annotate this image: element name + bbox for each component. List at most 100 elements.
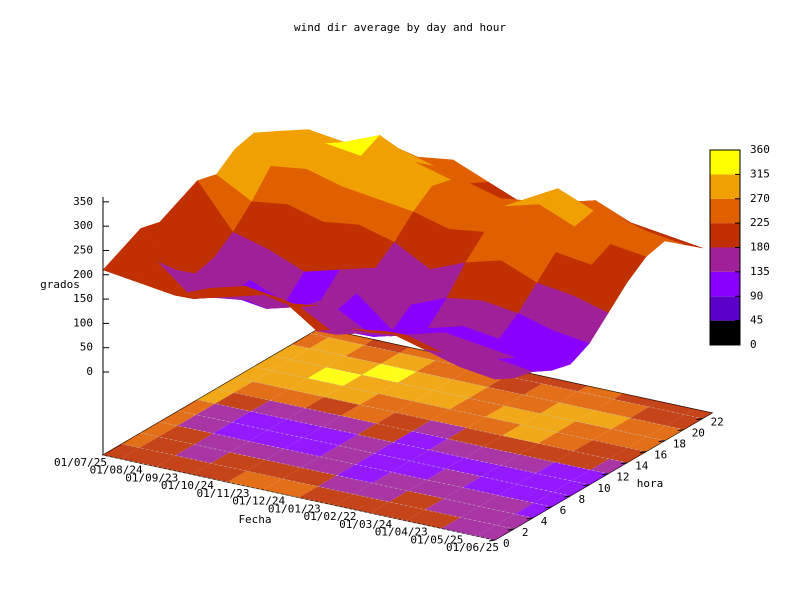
base-cell bbox=[158, 425, 214, 445]
base-cell bbox=[504, 394, 559, 414]
base-cell bbox=[269, 389, 325, 409]
base-cell bbox=[338, 434, 394, 454]
x-axis-label: Fecha bbox=[238, 513, 271, 526]
base-cell bbox=[303, 426, 358, 446]
grid-line bbox=[159, 421, 552, 508]
x-tick-label: 01/10/24 bbox=[161, 479, 214, 492]
base-cell bbox=[376, 412, 432, 432]
x-tick-label: 01/08/24 bbox=[90, 464, 143, 477]
y-tick-label: 22 bbox=[711, 416, 724, 429]
base-cell bbox=[353, 483, 409, 502]
base-cell bbox=[307, 367, 362, 386]
base-cell bbox=[405, 509, 461, 529]
surface-cell bbox=[459, 365, 514, 380]
y-tick-label: 4 bbox=[541, 515, 548, 528]
base-cell bbox=[502, 424, 557, 444]
base-cell bbox=[322, 415, 377, 435]
base-cell bbox=[156, 455, 211, 475]
base-cell bbox=[234, 381, 289, 401]
colorbar-swatch bbox=[710, 271, 740, 297]
colorbar-tick-label: 315 bbox=[750, 167, 770, 180]
colorbar-swatch bbox=[710, 174, 740, 199]
colorbar-swatch bbox=[710, 296, 740, 321]
base-cell bbox=[412, 420, 467, 439]
y-tick-label: 18 bbox=[673, 438, 686, 451]
base-cell bbox=[374, 442, 429, 462]
base-cell bbox=[447, 427, 503, 447]
base-cell bbox=[408, 479, 463, 499]
colorbar-tick-label: 135 bbox=[750, 265, 770, 278]
grid-line bbox=[253, 366, 647, 452]
base-cell bbox=[265, 448, 320, 468]
y-tick-label: 16 bbox=[654, 449, 667, 462]
base-cell bbox=[399, 347, 445, 361]
base-cell bbox=[227, 471, 283, 490]
x-tick-label: 01/11/23 bbox=[197, 487, 250, 500]
y-tick bbox=[639, 451, 647, 454]
base-cell bbox=[628, 436, 665, 452]
x-tick-label: 01/05/25 bbox=[410, 533, 463, 546]
base-cell bbox=[514, 503, 552, 518]
base-cell bbox=[414, 390, 469, 410]
base-cell bbox=[542, 378, 588, 392]
base-cell bbox=[103, 443, 140, 459]
grid-line bbox=[291, 344, 684, 430]
base-cell bbox=[328, 331, 374, 346]
base-cell bbox=[216, 377, 253, 393]
grid-line bbox=[140, 432, 533, 519]
y-tick-label: 8 bbox=[578, 493, 585, 506]
base-cell bbox=[481, 465, 536, 485]
base-cell bbox=[178, 399, 216, 415]
base-cell bbox=[592, 429, 648, 448]
base-cell bbox=[410, 450, 465, 469]
x-tick-label: 01/03/24 bbox=[339, 518, 392, 531]
grid-line bbox=[121, 443, 514, 530]
base-cell bbox=[229, 441, 285, 460]
base-cell bbox=[613, 393, 659, 407]
base-cell bbox=[282, 467, 337, 487]
base-cell bbox=[213, 422, 268, 442]
base-cell bbox=[139, 436, 195, 456]
base-cell bbox=[246, 459, 302, 479]
base-cell bbox=[540, 402, 595, 422]
y-tick bbox=[583, 484, 590, 487]
y-tick bbox=[507, 528, 514, 531]
base-cell bbox=[192, 463, 247, 483]
base-cell bbox=[286, 408, 341, 427]
base-cell bbox=[554, 451, 610, 470]
x-tick-label: 01/09/23 bbox=[125, 471, 178, 484]
base-cell bbox=[441, 517, 497, 537]
base-cell bbox=[370, 501, 425, 521]
base-cell bbox=[267, 419, 323, 438]
base-cell bbox=[460, 506, 515, 526]
base-cell bbox=[231, 411, 287, 431]
base-cell bbox=[120, 447, 176, 467]
base-cell bbox=[533, 491, 571, 507]
base-cell bbox=[519, 443, 574, 463]
x-tick-label: 01/02/22 bbox=[303, 510, 356, 523]
base-cell bbox=[424, 498, 480, 518]
z-tick-label: 350 bbox=[73, 195, 93, 208]
colorbar-tick-label: 0 bbox=[750, 338, 757, 351]
base-cell bbox=[395, 401, 450, 421]
base-cell bbox=[305, 397, 360, 416]
base-cell bbox=[556, 421, 612, 441]
colorbar-swatch bbox=[710, 247, 740, 272]
base-cell bbox=[462, 476, 518, 496]
base-cell bbox=[573, 440, 629, 459]
colorbar-swatch bbox=[710, 198, 740, 224]
base-cell bbox=[357, 423, 413, 443]
base-cell bbox=[290, 348, 346, 368]
base-cell bbox=[288, 378, 344, 398]
base-cell bbox=[665, 414, 703, 430]
base-cell bbox=[477, 525, 514, 540]
base-cell bbox=[517, 473, 572, 492]
base-cell bbox=[345, 345, 400, 364]
base-cell bbox=[590, 458, 628, 474]
y-tick-label: 0 bbox=[503, 537, 510, 550]
base-cell bbox=[340, 404, 396, 424]
base-cell bbox=[426, 468, 482, 488]
colorbar-tick-label: 225 bbox=[750, 216, 770, 229]
base-cell bbox=[389, 490, 444, 510]
